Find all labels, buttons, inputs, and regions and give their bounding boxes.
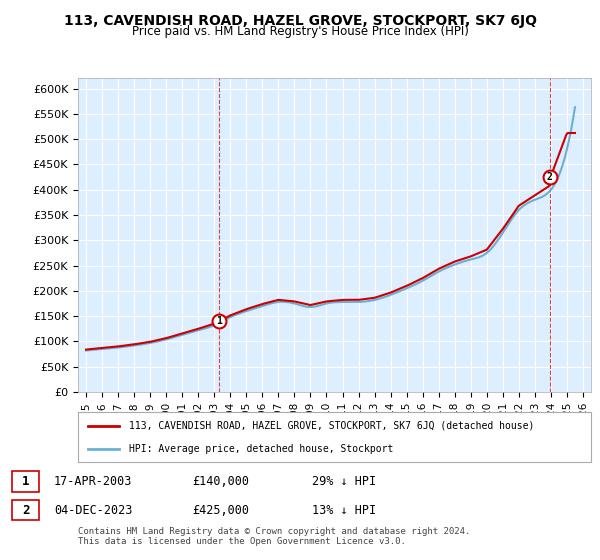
Text: 29% ↓ HPI: 29% ↓ HPI: [312, 475, 376, 488]
Text: 1: 1: [22, 475, 29, 488]
Text: 13% ↓ HPI: 13% ↓ HPI: [312, 503, 376, 517]
Text: 04-DEC-2023: 04-DEC-2023: [54, 503, 133, 517]
Text: Price paid vs. HM Land Registry's House Price Index (HPI): Price paid vs. HM Land Registry's House …: [131, 25, 469, 38]
Text: £140,000: £140,000: [192, 475, 249, 488]
Text: £425,000: £425,000: [192, 503, 249, 517]
Text: 17-APR-2003: 17-APR-2003: [54, 475, 133, 488]
Text: 2: 2: [22, 503, 29, 517]
Text: 113, CAVENDISH ROAD, HAZEL GROVE, STOCKPORT, SK7 6JQ (detached house): 113, CAVENDISH ROAD, HAZEL GROVE, STOCKP…: [130, 421, 535, 431]
FancyBboxPatch shape: [12, 472, 39, 492]
Text: 2: 2: [547, 172, 553, 182]
Text: 1: 1: [216, 316, 222, 326]
Text: HPI: Average price, detached house, Stockport: HPI: Average price, detached house, Stoc…: [130, 445, 394, 454]
FancyBboxPatch shape: [78, 412, 591, 462]
Text: Contains HM Land Registry data © Crown copyright and database right 2024.
This d: Contains HM Land Registry data © Crown c…: [78, 526, 470, 546]
Text: 113, CAVENDISH ROAD, HAZEL GROVE, STOCKPORT, SK7 6JQ: 113, CAVENDISH ROAD, HAZEL GROVE, STOCKP…: [64, 14, 536, 28]
FancyBboxPatch shape: [12, 500, 39, 520]
